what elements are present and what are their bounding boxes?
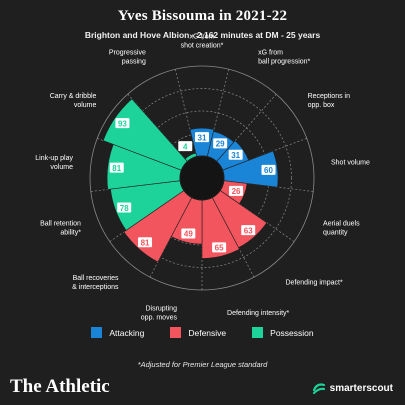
value-text-9: 81 [141,239,150,248]
value-label-11: 81 [109,162,124,173]
value-text-4: 60 [264,166,273,175]
category-label-3: Receptions in opp. box [308,93,351,109]
footnote: *Adjusted for Premier League standard [137,360,268,369]
category-label-4: Shot volume [331,159,370,166]
value-text-11: 81 [112,164,121,173]
value-label-7: 65 [212,242,227,253]
value-text-2: 29 [216,140,225,149]
value-label-10: 78 [117,202,132,213]
value-label-6: 63 [241,225,256,235]
category-label-6: Defending impact* [286,279,343,286]
category-label-9: Ball recoveries & interceptions [72,275,119,291]
hub-circle [179,155,225,201]
smarterscout-icon [312,383,325,395]
value-text-1: 31 [198,133,207,142]
legend-item-possession: Possession [252,327,314,338]
legend-swatch-possession [252,327,264,338]
value-label-8: 49 [181,228,196,239]
category-label-7: Defending intensity* [227,310,290,317]
value-label-2: 29 [213,138,228,149]
value-label-4: 60 [261,164,276,175]
value-label-13: 4 [178,141,193,151]
category-label-1: xG from shot creation* [181,34,224,50]
smarterscout-logo: smarterscout [312,381,393,395]
value-label-12: 93 [115,118,130,128]
legend-item-attacking: Attacking [91,327,144,338]
grid-spoke [174,69,198,157]
category-labels: xG from shot creation* xG from ball progres… [35,34,370,322]
center-hub [179,155,225,201]
grid-spoke [216,93,277,162]
category-label-5: Aerial duels quantity [323,220,360,236]
smarterscout-text: smarterscout [329,382,393,394]
chart-subtitle: Brighton and Hove Albion - 2,162 minutes… [84,30,321,40]
legend-label-defensive: Defensive [188,327,227,338]
value-label-5: 26 [229,185,244,196]
value-text-10: 78 [120,204,129,213]
legend-swatch-defensive [170,327,182,338]
legend: Attacking Defensive Possession [0,327,405,338]
legend-label-possession: Possession [270,327,314,338]
chart-title: Yves Bissouma in 2021-22 [117,8,288,24]
value-labels: 31 29 31 60 26 63 65 49 81 78 81 93 4 [109,118,276,253]
category-label-13: Progressive passing [109,49,146,65]
category-label-8: Disrupting opp. moves [141,305,178,321]
value-text-12: 93 [118,119,127,128]
legend-swatch-attacking [91,327,103,338]
value-label-3: 31 [228,149,243,160]
value-label-1: 31 [195,132,209,142]
value-text-13: 4 [183,142,188,151]
grid-spoke [206,69,230,157]
category-label-2: xG from ball progression* [258,49,310,65]
value-text-5: 26 [232,187,241,196]
legend-item-defensive: Defensive [170,327,226,338]
value-text-7: 65 [215,244,224,253]
value-text-8: 49 [184,230,193,239]
legend-label-attacking: Attacking [109,327,145,338]
category-label-10: Ball retention ability* [40,220,81,236]
value-text-6: 63 [244,226,253,235]
category-label-11: Link-up play volume [35,155,73,171]
category-label-12: Carry & dribble volume [50,93,97,109]
value-label-9: 81 [138,237,153,248]
the-athletic-logo: The Athletic [10,376,110,397]
value-text-3: 31 [231,151,240,160]
